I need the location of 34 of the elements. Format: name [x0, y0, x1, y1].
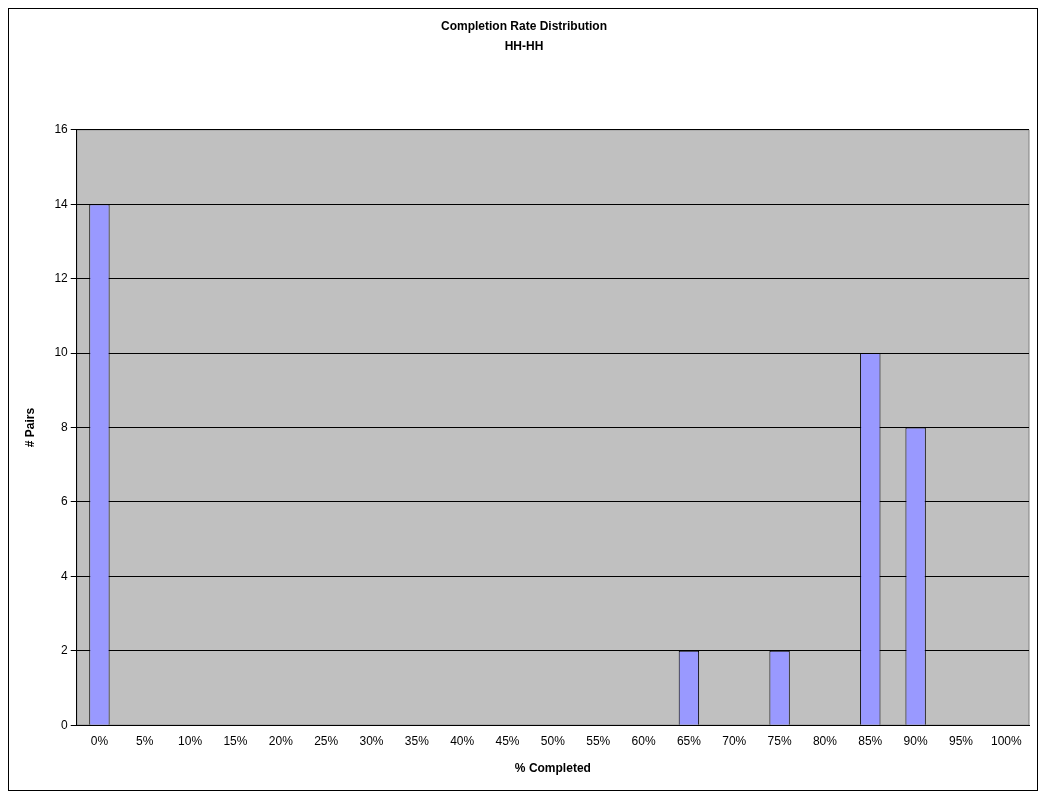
y-tick-label: 10 [54, 345, 69, 360]
x-tick-label: 85% [858, 733, 883, 748]
x-tick-label: 40% [450, 733, 475, 748]
y-tick-label: 12 [54, 270, 69, 285]
x-tick-label: 50% [540, 733, 566, 748]
x-tick-label: 0% [90, 733, 109, 748]
x-tick-label: 70% [722, 733, 747, 748]
x-tick-label: 35% [404, 733, 430, 748]
y-tick-label: 8 [61, 419, 69, 434]
x-tick-label: 15% [223, 733, 248, 748]
y-tick-label: 4 [61, 568, 69, 583]
x-tick-label: 30% [359, 733, 384, 748]
y-tick-label: 16 [54, 122, 69, 137]
x-axis-title: % Completed [514, 761, 591, 776]
x-tick-label: 5% [136, 733, 154, 748]
y-axis-title: # Pairs [22, 407, 37, 448]
y-tick-label: 14 [54, 196, 69, 211]
x-tick-label: 75% [767, 733, 792, 748]
x-tick-label: 95% [948, 733, 974, 748]
x-tick-label: 100% [990, 733, 1022, 748]
x-tick-label: 60% [631, 733, 656, 748]
x-tick-label: 45% [495, 733, 520, 748]
y-tick-label: 2 [61, 643, 69, 658]
chart-title: Completion Rate Distribution [441, 18, 607, 33]
x-tick-label: 10% [178, 733, 203, 748]
x-tick-label: 55% [586, 733, 611, 748]
x-tick-label: 65% [676, 733, 702, 748]
x-tick-label: 90% [903, 733, 928, 748]
x-tick-label: 80% [812, 733, 838, 748]
x-tick-label: 25% [314, 733, 339, 748]
y-tick-label: 0 [61, 717, 69, 732]
x-tick-label: 20% [268, 733, 294, 748]
chart-subtitle: HH-HH [504, 38, 544, 53]
y-tick-label: 6 [61, 494, 69, 509]
